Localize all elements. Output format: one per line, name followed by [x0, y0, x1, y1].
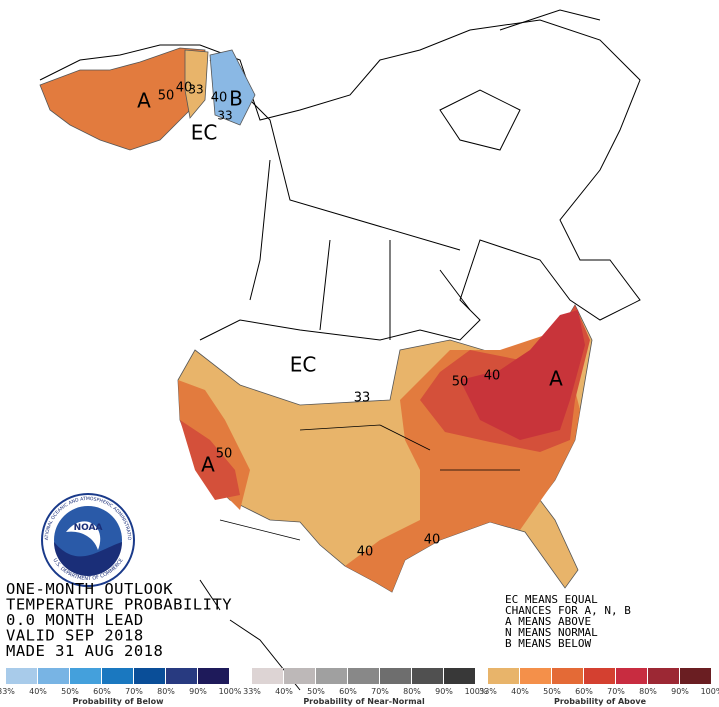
legend-tick: 33%: [243, 687, 261, 696]
legend-tick: 80%: [639, 687, 657, 696]
legend-title: Probability of Below: [72, 697, 164, 706]
legend-swatch: [552, 668, 583, 684]
legend-swatch: [680, 668, 711, 684]
map-label: 33: [217, 109, 232, 123]
legend-swatch: [134, 668, 165, 684]
legend-tick: 33%: [479, 687, 497, 696]
conus-shading: [177, 304, 593, 593]
map-label: B: [229, 87, 243, 111]
key-line: N MEANS NORMAL: [505, 626, 598, 639]
key-line: EC MEANS EQUAL: [505, 593, 598, 606]
legend-swatch: [6, 668, 37, 684]
legend-tick: 33%: [0, 687, 15, 696]
legend-swatch: [70, 668, 101, 684]
logo-text: NOAA: [74, 523, 103, 533]
noaa-logo: NOAA NATIONAL OCEANIC AND ATMOSPHERIC AD…: [41, 493, 135, 587]
legend-title: Probability of Above: [554, 697, 647, 706]
legend-tick: 100%: [701, 687, 719, 696]
map-label: 33: [188, 83, 203, 97]
map-label: 50: [158, 89, 175, 104]
title-line: MADE 31 AUG 2018: [6, 642, 163, 660]
legend-tick: 90%: [189, 687, 207, 696]
map-label: 40: [211, 91, 228, 106]
legend-swatch: [412, 668, 443, 684]
key-line: A MEANS ABOVE: [505, 615, 591, 628]
map-label: 40: [176, 81, 193, 96]
legend-tick: 50%: [61, 687, 79, 696]
legend-swatch: [252, 668, 283, 684]
legend-swatch: [584, 668, 615, 684]
legend-swatch: [38, 668, 69, 684]
legend-tick: 90%: [671, 687, 689, 696]
key-line: B MEANS BELOW: [505, 637, 591, 650]
legend-swatch: [198, 668, 229, 684]
legend-tick: 60%: [339, 687, 357, 696]
legend: 33% 40% 50% 60% 70% 80% 90% 100% Probability of …: [0, 668, 719, 706]
title-line: ONE-MONTH OUTLOOK: [6, 580, 173, 598]
map-label: 40: [357, 545, 374, 560]
legend-tick: 60%: [575, 687, 593, 696]
map-label: 50: [452, 375, 469, 390]
legend-tick: 60%: [93, 687, 111, 696]
legend-swatch: [380, 668, 411, 684]
logo-wave: [54, 542, 122, 576]
legend-swatch: [348, 668, 379, 684]
legend-tick: 50%: [543, 687, 561, 696]
map-label: A: [549, 367, 563, 391]
map-label: 40: [424, 533, 441, 548]
legend-swatch: [616, 668, 647, 684]
title-line: 0.0 MONTH LEAD: [6, 611, 144, 629]
legend-tick: 70%: [607, 687, 625, 696]
legend-tick: 40%: [511, 687, 529, 696]
title-line: VALID SEP 2018: [6, 627, 144, 645]
legend-tick: 100%: [219, 687, 242, 696]
legend-title: Probability of Near-Normal: [303, 697, 425, 706]
legend-tick: 100%: [465, 687, 488, 696]
map-label: 50: [216, 447, 233, 462]
legend-swatch: [102, 668, 133, 684]
legend-tick: 40%: [275, 687, 293, 696]
legend-swatch: [316, 668, 347, 684]
alaska-shading: [39, 47, 256, 151]
legend-tick: 50%: [307, 687, 325, 696]
key-line: CHANCES FOR A, N, B: [505, 604, 631, 617]
legend-swatch: [648, 668, 679, 684]
legend-tick: 80%: [403, 687, 421, 696]
legend-swatch: [284, 668, 315, 684]
title-line: TEMPERATURE PROBABILITY: [6, 596, 232, 614]
map-label: 33: [354, 391, 371, 406]
map-label: A: [201, 453, 215, 477]
logo-bird: [66, 521, 101, 550]
map-label: EC: [290, 353, 317, 377]
legend-swatch: [520, 668, 551, 684]
legend-tick: 80%: [157, 687, 175, 696]
legend-tick: 70%: [125, 687, 143, 696]
legend-swatch: [444, 668, 475, 684]
map-label: EC: [191, 121, 218, 145]
legend-tick: 70%: [371, 687, 389, 696]
legend-swatch: [488, 668, 519, 684]
map-label: A: [137, 89, 151, 113]
map-label: 40: [484, 369, 501, 384]
legend-tick: 90%: [435, 687, 453, 696]
legend-swatch: [166, 668, 197, 684]
legend-tick: 40%: [29, 687, 47, 696]
